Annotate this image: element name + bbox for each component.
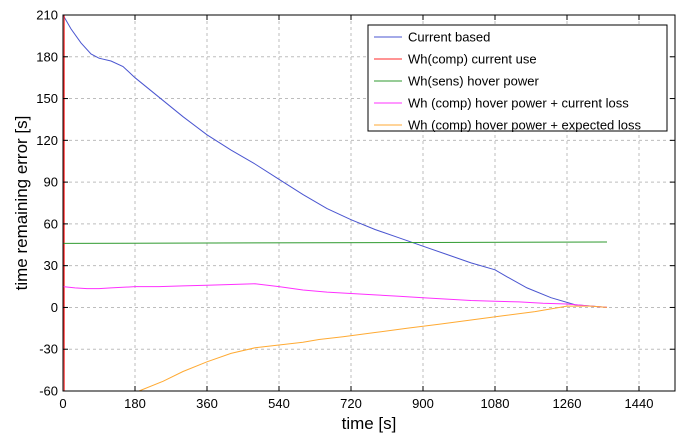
y-tick-label: 0 xyxy=(51,300,58,315)
x-tick-label: 180 xyxy=(124,396,146,411)
legend-label-1: Current based xyxy=(408,30,490,45)
series-line-1 xyxy=(63,15,608,308)
legend-box xyxy=(367,24,668,132)
x-axis-title: time [s] xyxy=(342,414,397,433)
legend-label-2: Wh(comp) current use xyxy=(408,52,537,67)
y-tick-label: -60 xyxy=(39,384,58,399)
y-tick-label: 210 xyxy=(36,8,58,23)
series-line-5 xyxy=(138,305,608,391)
legend-label-3: Wh(sens) hover power xyxy=(408,74,539,89)
x-tick-label: 1440 xyxy=(625,396,654,411)
x-tick-label: 0 xyxy=(59,396,66,411)
x-tick-label: 360 xyxy=(196,396,218,411)
y-tick-label: -30 xyxy=(39,342,58,357)
x-tick-label: 1260 xyxy=(553,396,582,411)
y-tick-label: 120 xyxy=(36,133,58,148)
y-tick-label: 60 xyxy=(44,216,58,231)
axis-ticks xyxy=(62,14,675,392)
plot-frame xyxy=(62,14,676,392)
y-axis-title: time remaining error [s] xyxy=(12,116,31,291)
x-tick-label: 720 xyxy=(340,396,362,411)
y-tick-label: 30 xyxy=(44,258,58,273)
x-tick-label: 900 xyxy=(412,396,434,411)
series-line-3 xyxy=(63,241,608,244)
x-tick-label: 1080 xyxy=(481,396,510,411)
series-line-4 xyxy=(63,283,608,308)
legend-label-4: Wh (comp) hover power + current loss xyxy=(408,96,629,111)
y-tick-label: 90 xyxy=(44,175,58,190)
y-tick-label: 150 xyxy=(36,91,58,106)
x-tick-labels: 0 180 360 540 720 900 1080 1260 1440 xyxy=(59,396,653,411)
y-tick-label: 180 xyxy=(36,49,58,64)
x-tick-label: 540 xyxy=(268,396,290,411)
y-tick-labels: -60 -30 0 30 60 90 120 150 180 210 xyxy=(36,8,58,399)
legend: Current based Wh(comp) current use Wh(sens… xyxy=(367,24,668,133)
legend-label-5: Wh (comp) hover power + expected loss xyxy=(408,118,642,133)
